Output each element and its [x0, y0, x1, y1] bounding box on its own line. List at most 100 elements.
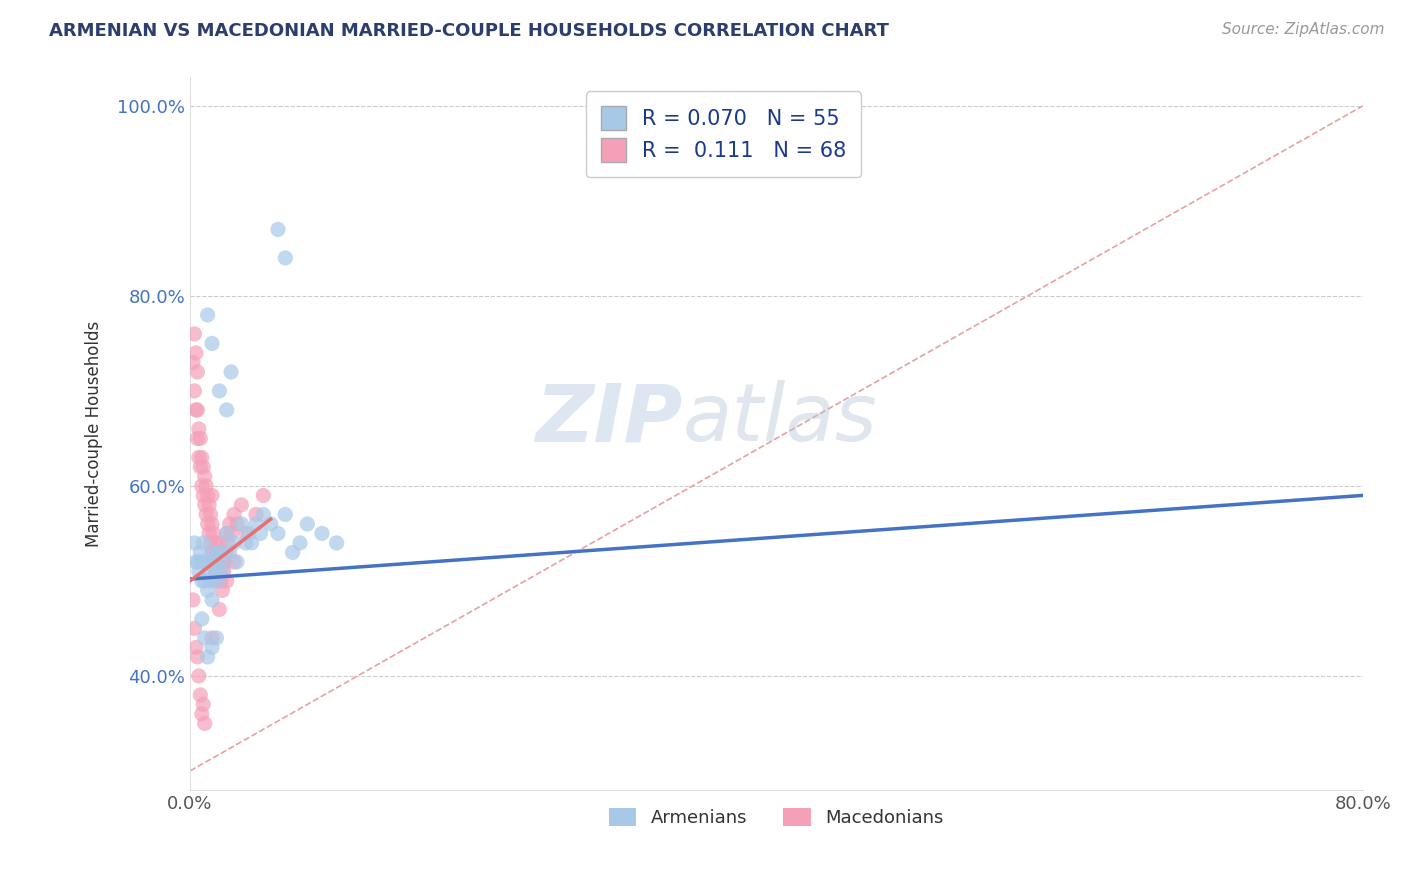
Point [198, 498, 221, 512]
Point [215, 526, 238, 541]
Point [193, 459, 215, 474]
Point [267, 222, 290, 236]
Point [204, 555, 226, 569]
Point [198, 565, 221, 579]
Point [201, 488, 224, 502]
Point [208, 536, 231, 550]
Point [267, 526, 290, 541]
Point [281, 545, 304, 559]
Point [252, 508, 274, 522]
Point [197, 649, 219, 664]
Point [297, 516, 319, 531]
Point [187, 422, 209, 436]
Point [226, 516, 249, 531]
Point [222, 508, 245, 522]
Point [231, 516, 253, 531]
Point [222, 536, 245, 550]
Point [187, 565, 209, 579]
Point [205, 574, 228, 588]
Point [260, 516, 283, 531]
Point [194, 469, 217, 483]
Point [215, 526, 238, 541]
Point [217, 536, 239, 550]
Point [226, 555, 249, 569]
Point [212, 545, 235, 559]
Point [198, 526, 221, 541]
Point [188, 459, 211, 474]
Point [191, 706, 214, 721]
Point [202, 555, 225, 569]
Point [274, 508, 297, 522]
Text: ARMENIAN VS MACEDONIAN MARRIED-COUPLE HOUSEHOLDS CORRELATION CHART: ARMENIAN VS MACEDONIAN MARRIED-COUPLE HO… [49, 22, 889, 40]
Point [194, 498, 217, 512]
Point [188, 545, 211, 559]
Point [205, 631, 228, 645]
Point [238, 526, 260, 541]
Point [200, 574, 222, 588]
Point [208, 565, 231, 579]
Point [202, 526, 225, 541]
Point [186, 403, 208, 417]
Point [208, 545, 231, 559]
Point [240, 536, 263, 550]
Point [188, 688, 211, 702]
Point [197, 516, 219, 531]
Point [184, 640, 207, 655]
Point [200, 536, 222, 550]
Point [219, 365, 242, 379]
Point [211, 583, 233, 598]
Point [186, 649, 208, 664]
Point [205, 565, 228, 579]
Point [181, 355, 204, 369]
Point [245, 508, 267, 522]
Point [193, 488, 215, 502]
Point [201, 336, 224, 351]
Text: Source: ZipAtlas.com: Source: ZipAtlas.com [1222, 22, 1385, 37]
Point [235, 536, 257, 550]
Point [215, 403, 238, 417]
Point [191, 555, 214, 569]
Point [183, 326, 205, 341]
Point [191, 479, 214, 493]
Point [201, 640, 224, 655]
Point [183, 384, 205, 398]
Point [197, 583, 219, 598]
Point [193, 698, 215, 712]
Point [197, 488, 219, 502]
Point [208, 602, 231, 616]
Point [208, 384, 231, 398]
Point [191, 450, 214, 465]
Point [201, 516, 224, 531]
Point [222, 555, 245, 569]
Point [311, 526, 333, 541]
Point [194, 555, 217, 569]
Point [200, 508, 222, 522]
Point [207, 555, 229, 569]
Point [325, 536, 347, 550]
Point [212, 565, 235, 579]
Point [209, 574, 232, 588]
Point [209, 555, 232, 569]
Point [218, 545, 240, 559]
Point [191, 574, 214, 588]
Point [187, 669, 209, 683]
Point [207, 574, 229, 588]
Point [202, 545, 225, 559]
Point [218, 516, 240, 531]
Point [183, 622, 205, 636]
Point [235, 526, 257, 541]
Point [186, 365, 208, 379]
Point [288, 536, 311, 550]
Point [231, 498, 253, 512]
Point [252, 488, 274, 502]
Point [186, 555, 208, 569]
Point [201, 631, 224, 645]
Point [195, 479, 218, 493]
Point [209, 545, 232, 559]
Point [193, 536, 215, 550]
Text: ZIP: ZIP [536, 380, 682, 458]
Point [214, 555, 236, 569]
Point [215, 574, 238, 588]
Point [195, 508, 218, 522]
Point [211, 565, 233, 579]
